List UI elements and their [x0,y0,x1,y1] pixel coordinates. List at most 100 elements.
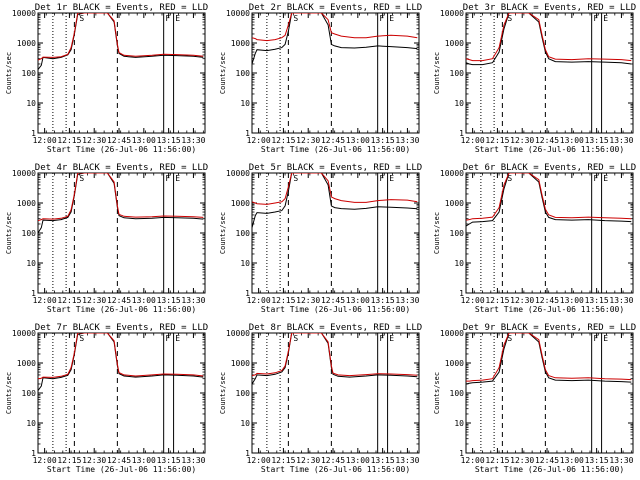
y-tick-label: 10 [454,99,464,108]
y-tick-label: 10 [454,259,464,268]
annotation-s: S [79,14,84,23]
x-tick-label: 12:30 [510,456,534,465]
x-tick-label: 13:15 [371,296,395,305]
y-tick-label: 100 [450,69,465,78]
y-tick-label: 1 [459,129,464,138]
plot-frame [37,172,206,294]
annotation-f: F [593,334,598,343]
x-tick-label: 12:45 [107,296,131,305]
y-tick-label: 100 [236,389,251,398]
panel-6: Det 6r BLACK = Events, RED = LLD 1 10 100 10… [433,163,636,314]
series-events-line [38,173,204,234]
annotation-f: F [165,14,170,23]
annotation-e: E [175,174,180,183]
panel-5: Det 5r BLACK = Events, RED = LLD 1 10 100 10… [219,163,422,314]
x-tick-label: 13:15 [157,136,181,145]
x-tick-label: 12:15 [271,296,295,305]
x-tick-label: 13:00 [132,136,156,145]
annotation-f: F [593,14,598,23]
x-tick-label: 12:15 [271,456,295,465]
panel-2: Det 2r BLACK = Events, RED = LLD 1 10 100 10… [219,3,422,154]
x-tick-label: 12:45 [535,296,559,305]
annotation-f: F [593,174,598,183]
annotation-e: E [603,334,608,343]
series-events-line [252,173,418,228]
chart-title: Det 9r BLACK = Events, RED = LLD [463,323,636,333]
y-tick-label: 10 [26,419,36,428]
x-tick-label: 13:30 [609,456,633,465]
x-tick-label: 12:45 [321,296,345,305]
y-tick-label: 100 [450,229,465,238]
annotation-s: S [507,14,512,23]
series-events-line [466,173,632,227]
series-lld-line [38,173,204,222]
panel-9: Det 9r BLACK = Events, RED = LLD 1 10 100 10… [433,323,636,474]
y-tick-label: 1 [31,449,36,458]
x-tick-label: 13:15 [157,296,181,305]
series-lld-line [466,13,632,62]
x-tick-label: 13:00 [560,296,584,305]
x-tick-label: 12:30 [82,136,106,145]
annotation-e: E [603,174,608,183]
series-lld-line [466,173,632,221]
series-events-line [466,13,632,66]
x-axis-label: Start Time (26-Jul-06 11:56:00) [261,305,410,314]
x-tick-label: 13:30 [609,296,633,305]
y-tick-label: 1000 [17,199,36,208]
annotation-e: E [389,334,394,343]
annotation-e: E [389,14,394,23]
annotation-s: S [293,14,298,23]
x-axis-label: Start Time (26-Jul-06 11:56:00) [261,145,410,154]
plot-frame [251,12,420,134]
x-tick-label: 13:15 [585,456,609,465]
y-tick-label: 1 [459,449,464,458]
y-tick-label: 1 [245,129,250,138]
x-tick-label: 13:15 [157,456,181,465]
y-tick-label: 100 [236,69,251,78]
chart-title: Det 1r BLACK = Events, RED = LLD [35,3,208,13]
annotation-s: S [293,174,298,183]
x-tick-label: 12:00 [247,136,271,145]
annotation-f: F [379,14,384,23]
x-tick-label: 13:00 [132,456,156,465]
series-events-line [252,333,418,385]
annotation-e: E [175,14,180,23]
y-tick-label: 10000 [226,9,250,18]
x-axis-label: Start Time (26-Jul-06 11:56:00) [47,465,196,474]
annotation-f: F [165,334,170,343]
x-tick-label: 12:15 [485,136,509,145]
chart-title: Det 2r BLACK = Events, RED = LLD [249,3,422,13]
y-tick-label: 1000 [231,39,250,48]
panel-3: Det 3r BLACK = Events, RED = LLD 1 10 100 10… [433,3,636,154]
y-tick-label: 1000 [231,199,250,208]
y-tick-label: 100 [22,69,37,78]
x-tick-label: 12:45 [321,136,345,145]
x-tick-label: 12:15 [271,136,295,145]
x-tick-label: 13:15 [585,296,609,305]
x-tick-label: 13:00 [132,296,156,305]
plot-frame [465,12,634,134]
series-lld-line [466,333,632,382]
x-axis-label: Start Time (26-Jul-06 11:56:00) [261,465,410,474]
series-lld-line [252,333,418,377]
y-tick-label: 10000 [440,169,464,178]
chart-title: Det 4r BLACK = Events, RED = LLD [35,163,208,173]
y-tick-label: 10 [240,259,250,268]
y-tick-label: 1 [245,289,250,298]
panel-1: Det 1r BLACK = Events, RED = LLD 1 10 100 10… [5,3,208,154]
x-tick-label: 12:00 [461,296,485,305]
y-tick-label: 10 [26,259,36,268]
x-tick-label: 12:30 [296,136,320,145]
annotation-f: F [379,174,384,183]
y-tick-label: 10000 [12,169,36,178]
y-axis-label: Counts/sec [5,52,13,94]
y-tick-label: 10 [240,99,250,108]
y-tick-label: 10000 [440,9,464,18]
x-tick-label: 12:45 [107,136,131,145]
panel-4: Det 4r BLACK = Events, RED = LLD 1 10 100 10… [5,163,208,314]
series-lld-line [38,333,204,380]
series-events-line [38,13,204,70]
x-tick-label: 12:45 [535,456,559,465]
annotation-s: S [293,334,298,343]
chart-title: Det 5r BLACK = Events, RED = LLD [249,163,422,173]
